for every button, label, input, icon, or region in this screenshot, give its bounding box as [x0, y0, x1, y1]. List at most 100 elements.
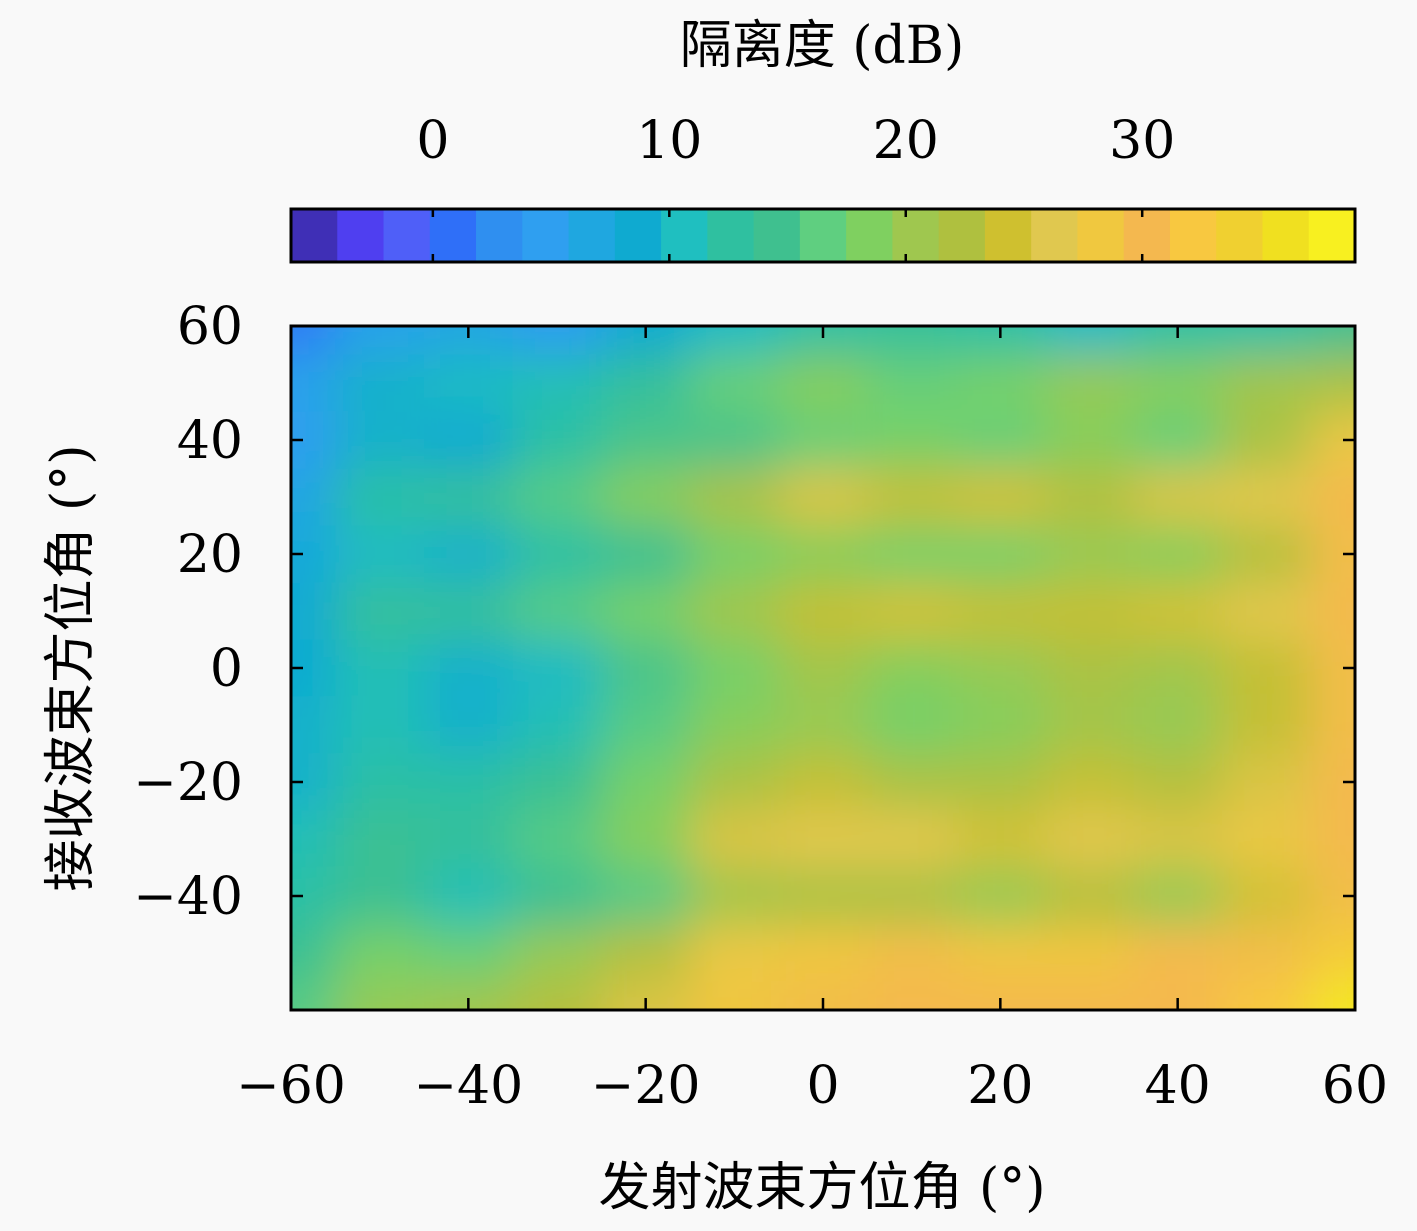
heatmap-cell [1310, 411, 1355, 469]
heatmap-cell [601, 639, 691, 697]
heatmap-cell [690, 354, 780, 412]
heatmap-cell [1310, 753, 1355, 811]
heatmap-cell [956, 525, 1046, 583]
heatmap-cell [424, 924, 514, 982]
heatmap-cell [1222, 582, 1312, 640]
colorbar-segment [846, 209, 893, 262]
heatmap-cell [690, 468, 780, 526]
heatmap-cell [867, 582, 957, 640]
heatmap-cell [690, 696, 780, 754]
heatmap-cell [1133, 867, 1223, 925]
colorbar-segment [661, 209, 708, 262]
heatmap-cell [1310, 326, 1355, 355]
heatmap-cell [867, 468, 957, 526]
heatmap-cell [601, 354, 691, 412]
heatmap-cell [601, 411, 691, 469]
heatmap-cell [424, 810, 514, 868]
heatmap-cell [1044, 525, 1134, 583]
heatmap-cell [956, 753, 1046, 811]
heatmap-cell [424, 696, 514, 754]
y-tick-label: 20 [177, 525, 243, 585]
colorbar-segment [1169, 209, 1217, 262]
heatmap-cell [1133, 582, 1223, 640]
heatmap-cell [512, 981, 602, 1010]
colorbar-segment [1216, 209, 1264, 262]
heatmap-cell [1044, 981, 1134, 1010]
heatmap-cell [424, 867, 514, 925]
heatmap-cell [956, 354, 1046, 412]
heatmap-cell [1044, 696, 1134, 754]
heatmap-cell [424, 354, 514, 412]
heatmap-cell [601, 525, 691, 583]
colorbar-tick-label: 10 [636, 111, 702, 171]
colorbar-segment [1308, 209, 1356, 262]
heatmap-cell [512, 696, 602, 754]
colorbar-segment [892, 209, 940, 262]
heatmap-cell [424, 582, 514, 640]
x-tick-label: −60 [236, 1056, 346, 1116]
heatmap-cell [1222, 924, 1312, 982]
heatmap-cell [778, 525, 868, 583]
heatmap-cell [335, 525, 425, 583]
heatmap-cell [1222, 753, 1312, 811]
heatmap-cell [291, 924, 336, 982]
heatmap-cell [1133, 354, 1223, 412]
heatmap-cell [1310, 867, 1355, 925]
heatmap-cell [291, 582, 336, 640]
heatmap-cell [956, 468, 1046, 526]
heatmap-cell [291, 326, 336, 355]
heatmap-cell [1133, 753, 1223, 811]
heatmap-cell [778, 753, 868, 811]
heatmap-cell [1222, 981, 1312, 1010]
colorbar-segment [1262, 209, 1310, 262]
heatmap-cell [956, 582, 1046, 640]
heatmap-cell [778, 696, 868, 754]
heatmap-cell [1222, 411, 1312, 469]
heatmap-cell [335, 867, 425, 925]
heatmap-cell [690, 981, 780, 1010]
heatmap-cell [1222, 639, 1312, 697]
heatmap-cell [690, 639, 780, 697]
y-axis-label: 接收波束方位角 (°) [41, 444, 101, 891]
plot-axes [289, 324, 1357, 1012]
heatmap-cell [778, 639, 868, 697]
heatmap-cell [1044, 411, 1134, 469]
heatmap-cell [867, 867, 957, 925]
heatmap-cell [1222, 810, 1312, 868]
colorbar-segment [476, 209, 523, 262]
colorbar-segment [1077, 209, 1125, 262]
heatmap-cell [690, 326, 780, 355]
heatmap-cell [1222, 525, 1312, 583]
heatmap-cell [1044, 582, 1134, 640]
heatmap-cell [867, 639, 957, 697]
heatmap-surface [291, 326, 1355, 1010]
heatmap-cell [1133, 810, 1223, 868]
heatmap-cell [778, 411, 868, 469]
heatmap-cell [291, 810, 336, 868]
colorbar-segment [291, 209, 338, 262]
heatmap-cell [291, 468, 336, 526]
heatmap-cell [690, 753, 780, 811]
heatmap-cell [601, 810, 691, 868]
colorbar-segment [753, 209, 801, 262]
x-tick-label: −20 [591, 1056, 701, 1116]
heatmap-cell [601, 696, 691, 754]
heatmap-cell [1310, 468, 1355, 526]
heatmap-cell [335, 753, 425, 811]
x-tick-label: −40 [413, 1056, 523, 1116]
heatmap-cell [335, 468, 425, 526]
heatmap-cell [601, 582, 691, 640]
heatmap-cell [690, 810, 780, 868]
heatmap-cell [956, 867, 1046, 925]
heatmap-cell [956, 924, 1046, 982]
heatmap-cell [1222, 696, 1312, 754]
heatmap-cell [1133, 696, 1223, 754]
x-tick-label: 60 [1322, 1056, 1388, 1116]
heatmap-cell [778, 354, 868, 412]
heatmap-cell [424, 639, 514, 697]
heatmap-cell [778, 867, 868, 925]
heatmap-cell [778, 468, 868, 526]
colorbar-segment [984, 209, 1032, 262]
colorbar-segment [383, 209, 431, 262]
